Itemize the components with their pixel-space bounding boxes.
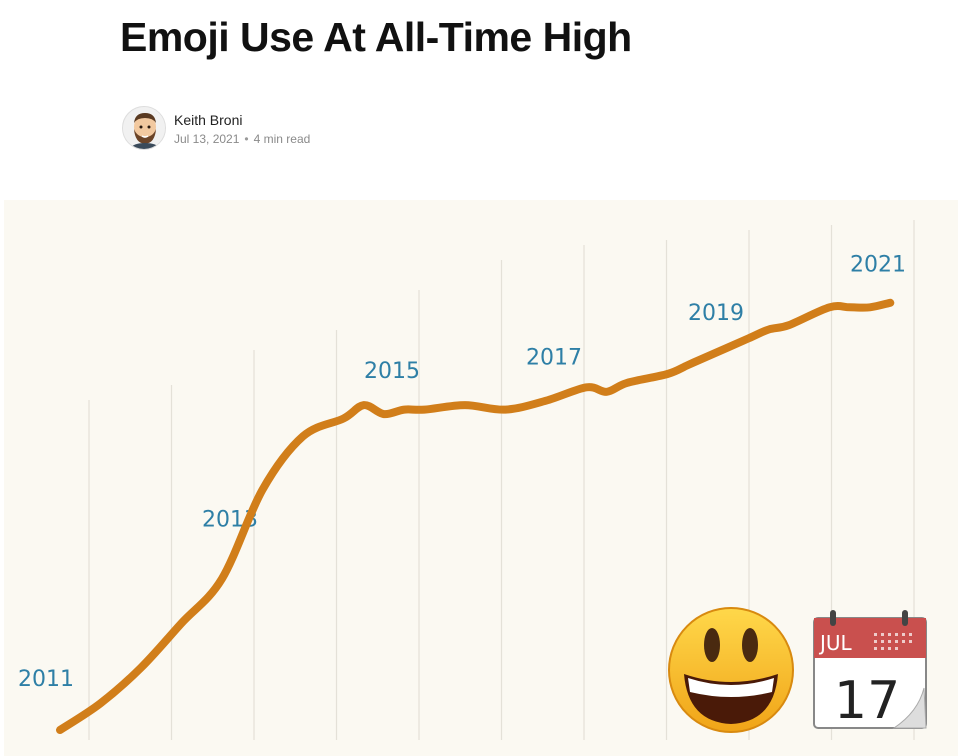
- calendar-emoji-icon: JUL 17: [813, 610, 927, 731]
- author-avatar[interactable]: [122, 106, 166, 150]
- year-label: 2011: [18, 667, 74, 692]
- read-time: 4 min read: [253, 132, 311, 146]
- grinning-face-emoji-icon: [668, 607, 794, 733]
- year-label: 2015: [364, 359, 420, 384]
- year-label: 2021: [850, 252, 906, 277]
- chart-background: [4, 200, 958, 756]
- meta-separator: •: [244, 132, 249, 146]
- calendar-month: JUL: [818, 631, 853, 655]
- author-name[interactable]: Keith Broni: [174, 112, 243, 128]
- publish-date: Jul 13, 2021: [174, 132, 240, 146]
- emoji-use-trend-line: [56, 298, 895, 734]
- calendar-day: 17: [834, 671, 900, 731]
- calendar-grid-dots: [874, 633, 912, 650]
- article-title: Emoji Use At All-Time High: [120, 14, 632, 60]
- year-label: 2017: [526, 346, 582, 371]
- year-label: 2019: [688, 301, 744, 326]
- article-meta: Jul 13, 2021 • 4 min read: [174, 132, 310, 146]
